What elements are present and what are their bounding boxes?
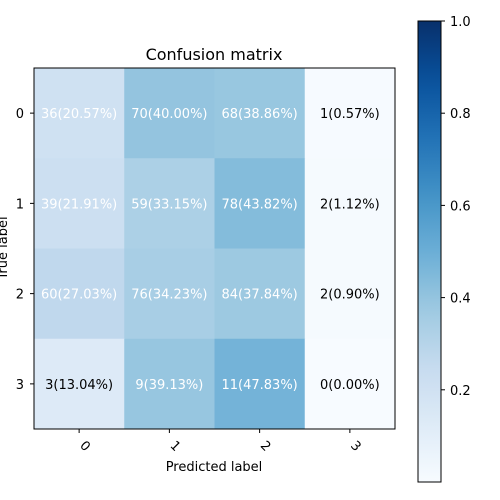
x-tick-label: 1 [167,438,183,454]
cell-value-label: 3(13.04%) [45,378,113,393]
colorbar-gradient [417,20,442,483]
x-tick-label: 3 [347,438,363,454]
y-tick-label: 1 [16,197,24,212]
heatmap-cell [214,158,306,249]
colorbar-tick-label: 0.6 [450,199,471,214]
heatmap-cells: 36(20.57%) 70(40.00%) 68(38.86%) 1(0.57%) 39… [34,68,396,430]
cell-value-label: 9(39.13%) [135,378,203,393]
cell-value-label: 36(20.57%) [41,107,117,122]
heatmap-cell [304,338,396,430]
cell-value-label: 68(38.86%) [221,107,297,122]
heatmap-cell [214,68,306,159]
cell-value-label: 2(0.90%) [320,288,380,303]
x-axis-label: Predicted label [166,460,263,475]
heatmap-cell [34,338,125,430]
x-axis-ticks: 0 1 2 3 [76,429,364,455]
cell-value-label: 59(33.15%) [131,197,207,212]
cell-value-label: 1(0.57%) [320,107,380,122]
y-tick-label: 0 [16,107,24,122]
cell-value-label: 76(34.23%) [131,288,207,303]
chart-title: Confusion matrix [146,45,283,64]
heatmap-cell [214,248,306,340]
colorbar-tick-label: 0.8 [450,107,471,122]
heatmap-cell [214,338,306,430]
cell-value-label: 11(47.83%) [221,378,297,393]
y-tick-label: 2 [16,288,24,303]
cell-value-label: 39(21.91%) [41,197,117,212]
y-axis-label: True label [0,216,11,280]
heatmap-cell [124,158,215,249]
cell-value-label: 84(37.84%) [221,288,297,303]
heatmap-cell [34,68,125,159]
cell-value-label: 60(27.03%) [41,288,117,303]
colorbar-tick-label: 1.0 [450,15,471,30]
y-axis-ticks: 0 1 2 3 [16,107,34,393]
heatmap-cell [304,68,396,159]
colorbar-tick-label: 0.2 [450,384,471,399]
heatmap-cell [34,248,125,340]
y-tick-label: 3 [16,378,24,393]
heatmap-cell [124,68,215,159]
cell-value-label: 2(1.12%) [320,197,380,212]
plot-frame [33,67,396,430]
x-tick-label: 0 [76,438,92,454]
heatmap-cell [124,248,215,340]
cell-value-label: 78(43.82%) [221,197,297,212]
colorbar: 0.2 0.4 0.6 0.8 1.0 [417,15,471,483]
heatmap-cell [304,158,396,249]
heatmap-cell [34,158,125,249]
cell-value-label: 0(0.00%) [320,378,380,393]
cell-value-label: 70(40.00%) [131,107,207,122]
heatmap-cell [124,338,215,430]
heatmap-cell [304,248,396,340]
colorbar-tick-label: 0.4 [450,292,471,307]
x-tick-label: 2 [257,438,273,454]
